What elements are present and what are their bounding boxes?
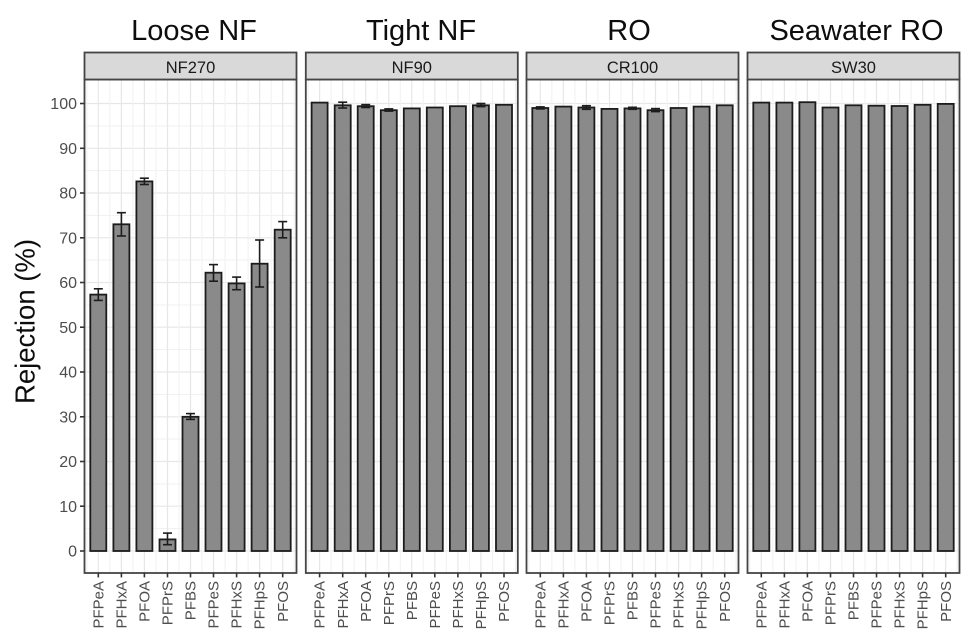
svg-text:Seawater RO: Seawater RO bbox=[769, 15, 943, 47]
svg-text:PFPeA: PFPeA bbox=[90, 581, 107, 629]
svg-text:PFBS: PFBS bbox=[846, 581, 863, 620]
svg-text:80: 80 bbox=[59, 186, 77, 203]
svg-text:PFPeS: PFPeS bbox=[206, 581, 223, 629]
svg-text:PFPeS: PFPeS bbox=[869, 581, 886, 629]
svg-text:SW30: SW30 bbox=[831, 59, 876, 77]
svg-text:30: 30 bbox=[59, 409, 77, 426]
svg-text:PFHpS: PFHpS bbox=[252, 581, 269, 629]
svg-text:PFBS: PFBS bbox=[404, 581, 421, 620]
svg-text:PFOS: PFOS bbox=[938, 581, 955, 622]
svg-text:NF90: NF90 bbox=[392, 59, 432, 77]
svg-text:PFHxS: PFHxS bbox=[450, 581, 467, 629]
svg-text:PFHpS: PFHpS bbox=[473, 581, 490, 629]
svg-text:PFPeS: PFPeS bbox=[427, 581, 444, 629]
svg-text:PFPrS: PFPrS bbox=[160, 581, 177, 625]
svg-text:PFPeA: PFPeA bbox=[312, 581, 329, 629]
svg-text:PFHxA: PFHxA bbox=[777, 581, 794, 629]
svg-text:PFOS: PFOS bbox=[275, 581, 292, 622]
svg-text:PFOA: PFOA bbox=[137, 581, 154, 622]
svg-text:PFHxS: PFHxS bbox=[671, 581, 688, 629]
svg-text:RO: RO bbox=[607, 15, 651, 47]
svg-text:Tight NF: Tight NF bbox=[366, 15, 476, 47]
svg-text:90: 90 bbox=[59, 141, 77, 158]
svg-text:PFOA: PFOA bbox=[579, 581, 596, 622]
svg-text:70: 70 bbox=[59, 230, 77, 247]
svg-text:40: 40 bbox=[59, 365, 77, 382]
svg-text:PFHxA: PFHxA bbox=[556, 581, 573, 629]
svg-text:PFPrS: PFPrS bbox=[602, 581, 619, 625]
svg-text:50: 50 bbox=[59, 320, 77, 337]
svg-text:100: 100 bbox=[50, 96, 77, 113]
svg-text:PFPrS: PFPrS bbox=[381, 581, 398, 625]
svg-text:10: 10 bbox=[59, 499, 77, 516]
svg-text:Loose NF: Loose NF bbox=[131, 15, 257, 47]
svg-text:CR100: CR100 bbox=[607, 59, 658, 77]
svg-text:PFOS: PFOS bbox=[717, 581, 734, 622]
svg-text:PFBS: PFBS bbox=[183, 581, 200, 620]
svg-text:PFHxS: PFHxS bbox=[229, 581, 246, 629]
svg-text:PFOA: PFOA bbox=[800, 581, 817, 622]
svg-text:Rejection (%): Rejection (%) bbox=[10, 239, 41, 404]
svg-text:PFOS: PFOS bbox=[496, 581, 513, 622]
svg-text:PFPeA: PFPeA bbox=[753, 581, 770, 629]
svg-text:PFBS: PFBS bbox=[625, 581, 642, 620]
svg-text:PFHxA: PFHxA bbox=[114, 581, 131, 629]
svg-text:PFOA: PFOA bbox=[358, 581, 375, 622]
svg-text:PFHpS: PFHpS bbox=[915, 581, 932, 629]
svg-text:0: 0 bbox=[68, 544, 77, 561]
svg-text:PFPeS: PFPeS bbox=[648, 581, 665, 629]
svg-text:NF270: NF270 bbox=[166, 59, 216, 77]
svg-text:60: 60 bbox=[59, 275, 77, 292]
svg-text:PFPrS: PFPrS bbox=[823, 581, 840, 625]
svg-text:PFHxA: PFHxA bbox=[335, 581, 352, 629]
svg-text:PFPeA: PFPeA bbox=[532, 581, 549, 629]
svg-text:PFHxS: PFHxS bbox=[892, 581, 909, 629]
svg-text:PFHpS: PFHpS bbox=[694, 581, 711, 629]
svg-text:20: 20 bbox=[59, 454, 77, 471]
